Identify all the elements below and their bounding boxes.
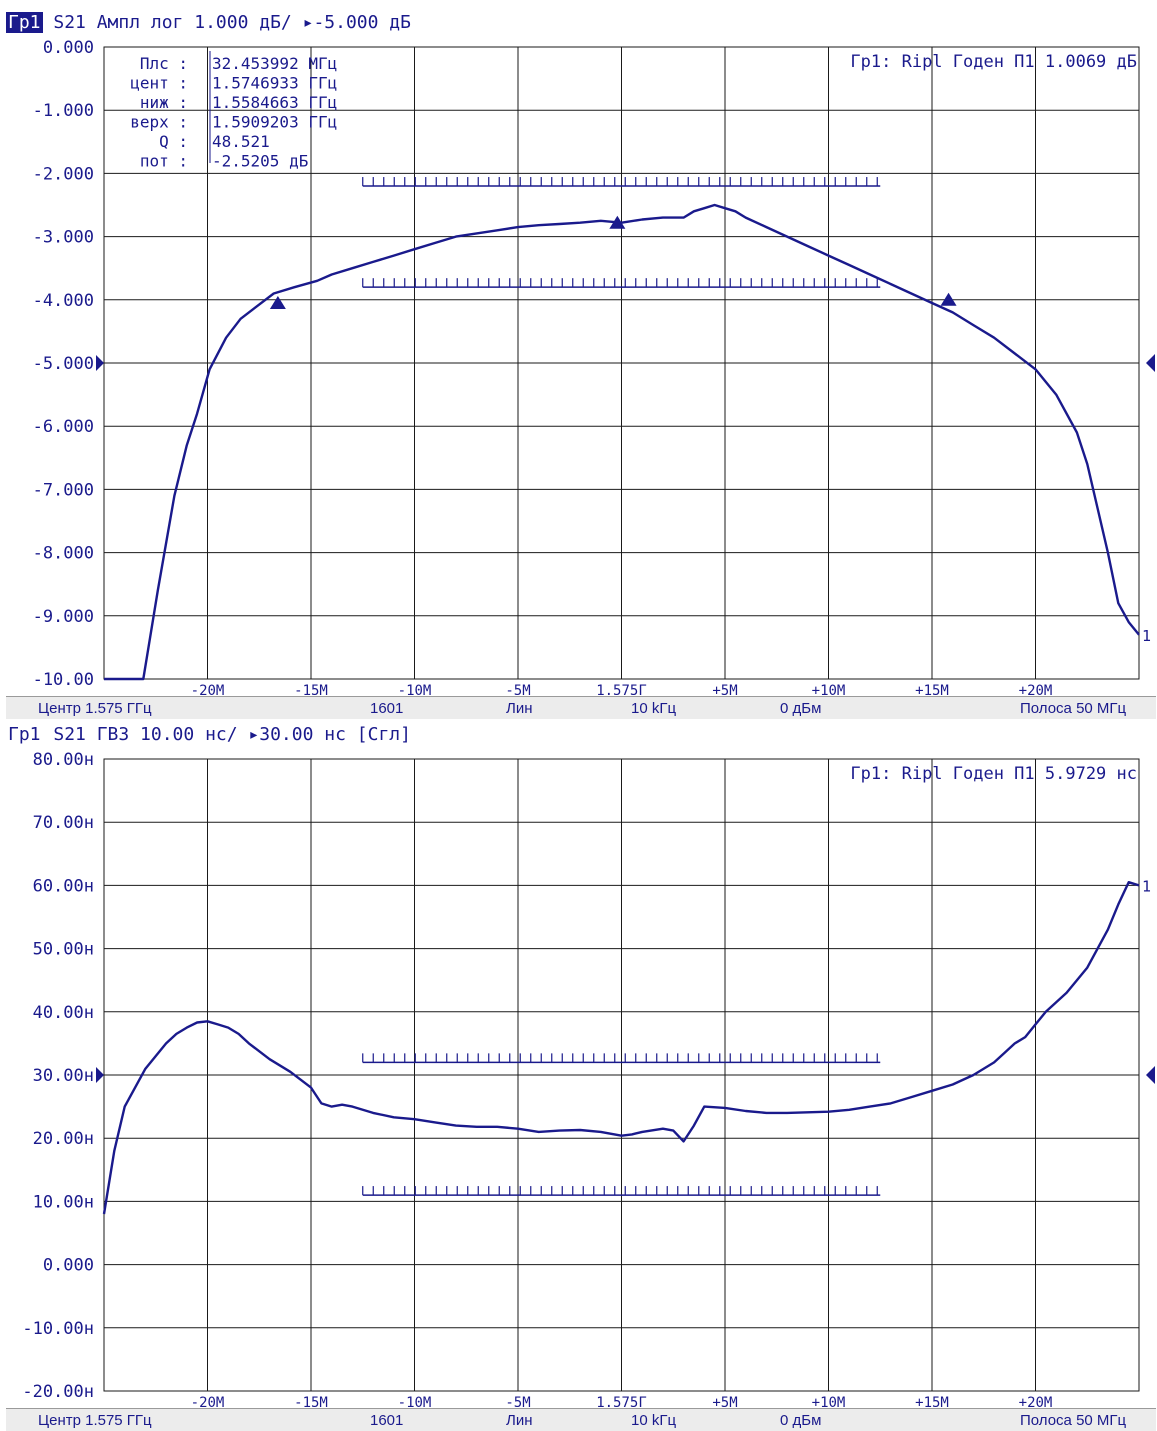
x-tick-label: +15M [915,1395,949,1411]
ripple-result: Гр1: Ripl Годен П1 5.9729 нс [850,764,1137,784]
status-span[interactable]: Полоса 50 МГц [1020,1412,1127,1429]
y-tick-label: 80.00н [33,750,94,770]
group-delay-panel: Гр1 S21 ГВЗ 10.00 нс/ ▸30.00 нс [Сгл] 80… [0,724,1157,1431]
trace-end-label: 1 [1142,877,1151,895]
y-tick-label: -3.000 [33,228,94,248]
readout-label: пот : [140,152,188,171]
y-tick-label: -1.000 [33,101,94,121]
group-delay-header-text: S21 ГВЗ 10.00 нс/ ▸30.00 нс [Сгл] [42,724,411,745]
status-ifbw[interactable]: 10 kГц [631,700,677,717]
marker-triangle [269,295,286,309]
x-tick-label: +10M [812,1395,846,1411]
y-tick-label: 50.00н [33,940,94,960]
readout-value: 48.521 [212,132,270,151]
amplitude-header-text: S21 Ампл лог 1.000 дБ/ ▸-5.000 дБ [42,12,411,33]
reference-marker-right [1146,1066,1155,1084]
reference-marker-right [1146,354,1155,372]
readout-label: цент : [130,74,188,93]
y-tick-label: 40.00н [33,1003,94,1023]
y-tick-label: 60.00н [33,876,94,896]
status-center[interactable]: Центр 1.575 ГГц [38,1412,152,1429]
x-tick-label: -5M [505,683,530,699]
readout-label: верх : [130,113,188,132]
status-center[interactable]: Центр 1.575 ГГц [38,700,152,717]
trace-end-label: 1 [1142,627,1151,645]
x-tick-label: -10M [398,683,432,699]
group-delay-chart: 80.00н 70.00н 60.00н 50.00н 40.00н 30.00н 20.0… [22,750,1155,1411]
readout-value: 1.5584663 ГГц [212,93,337,112]
y-tick-label: -20.00н [22,1382,94,1402]
status-power[interactable]: 0 дБм [780,700,822,717]
status-power[interactable]: 0 дБм [780,1412,822,1429]
ripple-result: Гр1: Ripl Годен П1 1.0069 дБ [850,52,1137,72]
x-tick-label: +5M [712,1395,737,1411]
x-tick-label: +15M [915,683,949,699]
readout-value: 1.5909203 ГГц [212,113,337,132]
x-tick-label: -15M [294,683,328,699]
x-tick-label: +20M [1019,683,1053,699]
readout-value: -2.5205 дБ [212,152,308,171]
y-tick-label: -6.000 [33,417,94,437]
readout-label: Q : [159,132,188,151]
readout-label: ниж : [140,93,188,112]
marker-triangle [940,292,957,306]
trace-tag[interactable]: Гр1 [8,724,41,745]
status-points[interactable]: 1601 [370,700,404,717]
reference-marker-left [96,355,104,371]
x-tick-label: -20M [191,683,225,699]
x-tick-label: -20M [191,1395,225,1411]
amplitude-status-bar: Центр 1.575 ГГц 1601 Лин 10 kГц 0 дБм По… [6,696,1156,719]
y-tick-label: 20.00н [33,1129,94,1149]
x-tick-label: 1.575Г [596,1395,647,1411]
y-tick-label: 0.000 [43,1256,94,1276]
y-tick-label: 30.00н [33,1066,94,1086]
status-sweep-type[interactable]: Лин [506,700,533,717]
amplitude-panel: Гр1 S21 Ампл лог 1.000 дБ/ ▸-5.000 дБ 0.… [0,12,1157,720]
readout-value: 1.5746933 ГГц [212,74,337,93]
status-sweep-type[interactable]: Лин [506,1412,533,1429]
x-tick-label: 1.575Г [596,683,647,699]
y-tick-label: -10.00 [33,670,94,690]
x-tick-label: -10M [398,1395,432,1411]
y-tick-label: -10.00н [22,1319,94,1339]
y-tick-label: -2.000 [33,164,94,184]
group-delay-header: Гр1 S21 ГВЗ 10.00 нс/ ▸30.00 нс [Сгл] [6,724,411,746]
y-tick-label: -9.000 [33,607,94,627]
y-tick-label: 70.00н [33,813,94,833]
y-tick-label: -8.000 [33,544,94,564]
x-tick-label: +20M [1019,1395,1053,1411]
y-tick-label: 0.000 [43,38,94,58]
x-tick-label: -15M [294,1395,328,1411]
y-tick-label: -4.000 [33,291,94,311]
trace-tag[interactable]: Гр1 [6,12,43,33]
status-ifbw[interactable]: 10 kГц [631,1412,677,1429]
readout-label: Плс : [140,54,188,73]
reference-marker-left [96,1067,104,1083]
status-span[interactable]: Полоса 50 МГц [1020,700,1127,717]
x-tick-label: +5M [712,683,737,699]
amplitude-header: Гр1 S21 Ампл лог 1.000 дБ/ ▸-5.000 дБ [6,12,411,34]
x-tick-label: -5M [505,1395,530,1411]
amplitude-chart: 0.000 -1.000 -2.000 -3.000 -4.000 -5.000 -6.00… [33,38,1155,699]
trace-line [102,881,1140,1215]
y-tick-label: -7.000 [33,480,94,500]
y-tick-label: -5.000 [33,354,94,374]
status-points[interactable]: 1601 [370,1412,404,1429]
x-tick-label: +10M [812,683,846,699]
y-tick-label: 10.00н [33,1192,94,1212]
readout-value: 32.453992 МГц [212,54,337,73]
group-delay-status-bar: Центр 1.575 ГГц 1601 Лин 10 kГц 0 дБм По… [6,1408,1156,1431]
marker-triangle [609,215,626,229]
trace-line [104,203,1140,681]
